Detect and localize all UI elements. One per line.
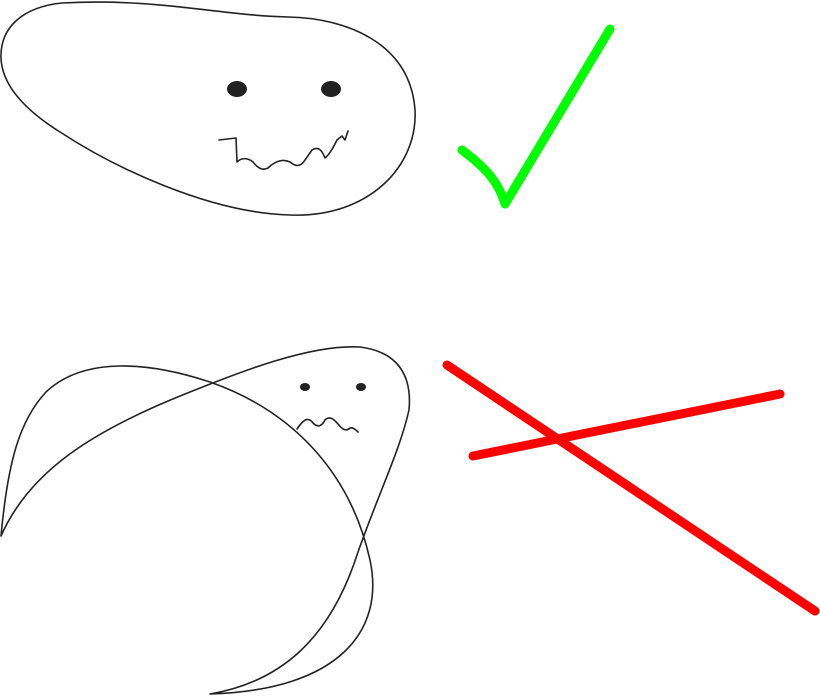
bad-loop-outline xyxy=(0,346,411,695)
bad-left-eye xyxy=(300,383,310,391)
cross-stroke-1 xyxy=(442,360,820,616)
good-figure xyxy=(0,1,416,216)
good-wavy-mouth xyxy=(218,130,349,170)
bad-wavy-mouth xyxy=(296,417,359,433)
good-blob-outline xyxy=(0,1,416,216)
bad-right-eye xyxy=(356,383,366,391)
bad-figure xyxy=(0,346,411,695)
cross-stroke-2 xyxy=(468,389,785,461)
good-right-eye xyxy=(321,81,341,97)
good-left-eye xyxy=(227,81,247,97)
cross-mark-icon xyxy=(442,360,820,616)
check-mark-icon xyxy=(457,24,615,209)
